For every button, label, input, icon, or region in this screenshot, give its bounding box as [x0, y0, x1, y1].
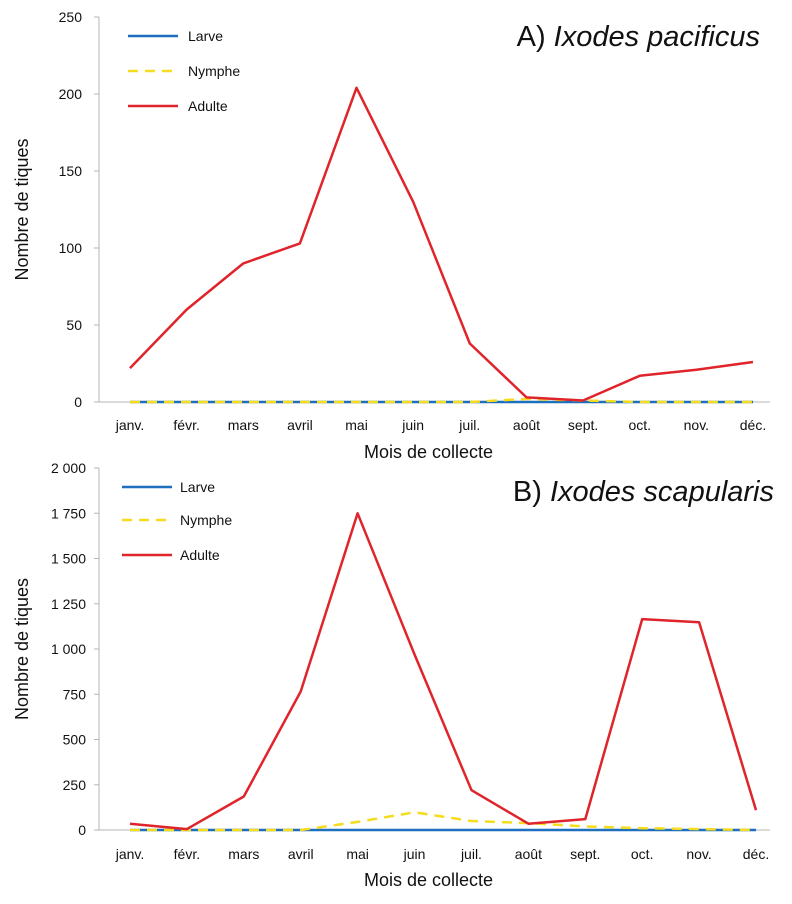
- chart-b-x-axis-title: Mois de collecte: [364, 870, 493, 890]
- chart-b-x-tick-label: déc.: [743, 846, 769, 862]
- chart-b-y-tick-label: 0: [78, 822, 86, 838]
- chart-a-y-tick-label: 200: [59, 86, 83, 102]
- chart-a-legend-label-nymphe: Nymphe: [188, 63, 240, 79]
- chart-a-x-tick-label: août: [513, 417, 540, 433]
- chart-b-y-tick-label: 1 500: [51, 551, 86, 567]
- chart-b-x-tick-label: févr.: [174, 846, 200, 862]
- chart-b-y-tick-label: 1 250: [51, 596, 86, 612]
- chart-b-x-tick-label: mai: [346, 846, 369, 862]
- chart-a-title-species: Ixodes pacificus: [554, 21, 760, 53]
- chart-b-y-tick-label: 250: [63, 777, 87, 793]
- chart-b-y-tick-label: 1 000: [51, 641, 86, 657]
- chart-a-title: A) Ixodes pacificus: [517, 21, 760, 53]
- chart-a-x-tick-label: juin: [401, 417, 424, 433]
- chart-b-x-tick-label: nov.: [686, 846, 711, 862]
- chart-a-x-tick-label: janv.: [115, 417, 145, 433]
- chart-b-x-tick-label: mars: [228, 846, 259, 862]
- chart-a-y-axis-title: Nombre de tiques: [12, 138, 32, 280]
- chart-a-title-label: A): [517, 21, 554, 53]
- chart-b-title-label: B): [513, 476, 550, 508]
- chart-b-title: B) Ixodes scapularis: [513, 476, 774, 508]
- chart-a-x-tick-label: avril: [287, 417, 313, 433]
- chart-a-x-tick-label: oct.: [628, 417, 651, 433]
- chart-a-x-tick-label: sept.: [568, 417, 598, 433]
- chart-b-y-axis-title: Nombre de tiques: [12, 578, 32, 720]
- chart-b-x-tick-label: août: [515, 846, 542, 862]
- chart-b-y-tick-label: 1 750: [51, 505, 86, 521]
- chart-b-legend-label-adulte: Adulte: [180, 547, 220, 563]
- chart-b-y-tick-label: 500: [63, 732, 87, 748]
- chart-a-y-tick-label: 50: [66, 317, 82, 333]
- chart-a-y-tick-label: 150: [59, 163, 83, 179]
- chart-b-x-tick-label: janv.: [115, 846, 145, 862]
- chart-b-x-tick-label: juin: [403, 846, 426, 862]
- chart-a-x-tick-label: mars: [228, 417, 259, 433]
- chart-b-x-tick-label: oct.: [631, 846, 654, 862]
- chart-b-title-species: Ixodes scapularis: [550, 476, 774, 508]
- chart-a-x-tick-label: févr.: [173, 417, 199, 433]
- chart-a-line-nymphe: [130, 397, 753, 404]
- chart-b: 0 250 500 750 1 000 1 250 1 500 1 750 2 000 janv.…: [12, 460, 774, 890]
- chart-a-y-tick-label: 100: [59, 240, 83, 256]
- chart-a-line-adulte: [129, 86, 754, 402]
- chart-a-y-tick-label: 0: [74, 394, 82, 410]
- chart-a-x-tick-label: nov.: [684, 417, 709, 433]
- chart-a: 0 50 100 150 200 250 janv. févr. mars avril mai jui…: [12, 9, 770, 462]
- chart-b-line-nymphe: [130, 811, 757, 832]
- chart-b-y-tick-label: 750: [63, 686, 87, 702]
- chart-b-y-tick-label: 2 000: [51, 460, 86, 476]
- chart-b-x-tick-label: avril: [288, 846, 314, 862]
- chart-a-x-tick-label: déc.: [740, 417, 766, 433]
- chart-b-x-tick-label: juil.: [460, 846, 482, 862]
- chart-b-legend-label-nymphe: Nymphe: [180, 512, 232, 528]
- chart-a-legend-label-larve: Larve: [188, 28, 223, 44]
- chart-b-x-tick-label: sept.: [570, 846, 600, 862]
- chart-a-y-tick-label: 250: [59, 9, 83, 25]
- chart-b-legend-label-larve: Larve: [180, 479, 215, 495]
- chart-a-x-tick-label: mai: [345, 417, 368, 433]
- chart-b-line-adulte: [129, 512, 758, 831]
- chart-a-x-axis-title: Mois de collecte: [364, 442, 493, 462]
- chart-a-x-tick-label: juil.: [458, 417, 480, 433]
- chart-a-legend-label-adulte: Adulte: [188, 98, 228, 114]
